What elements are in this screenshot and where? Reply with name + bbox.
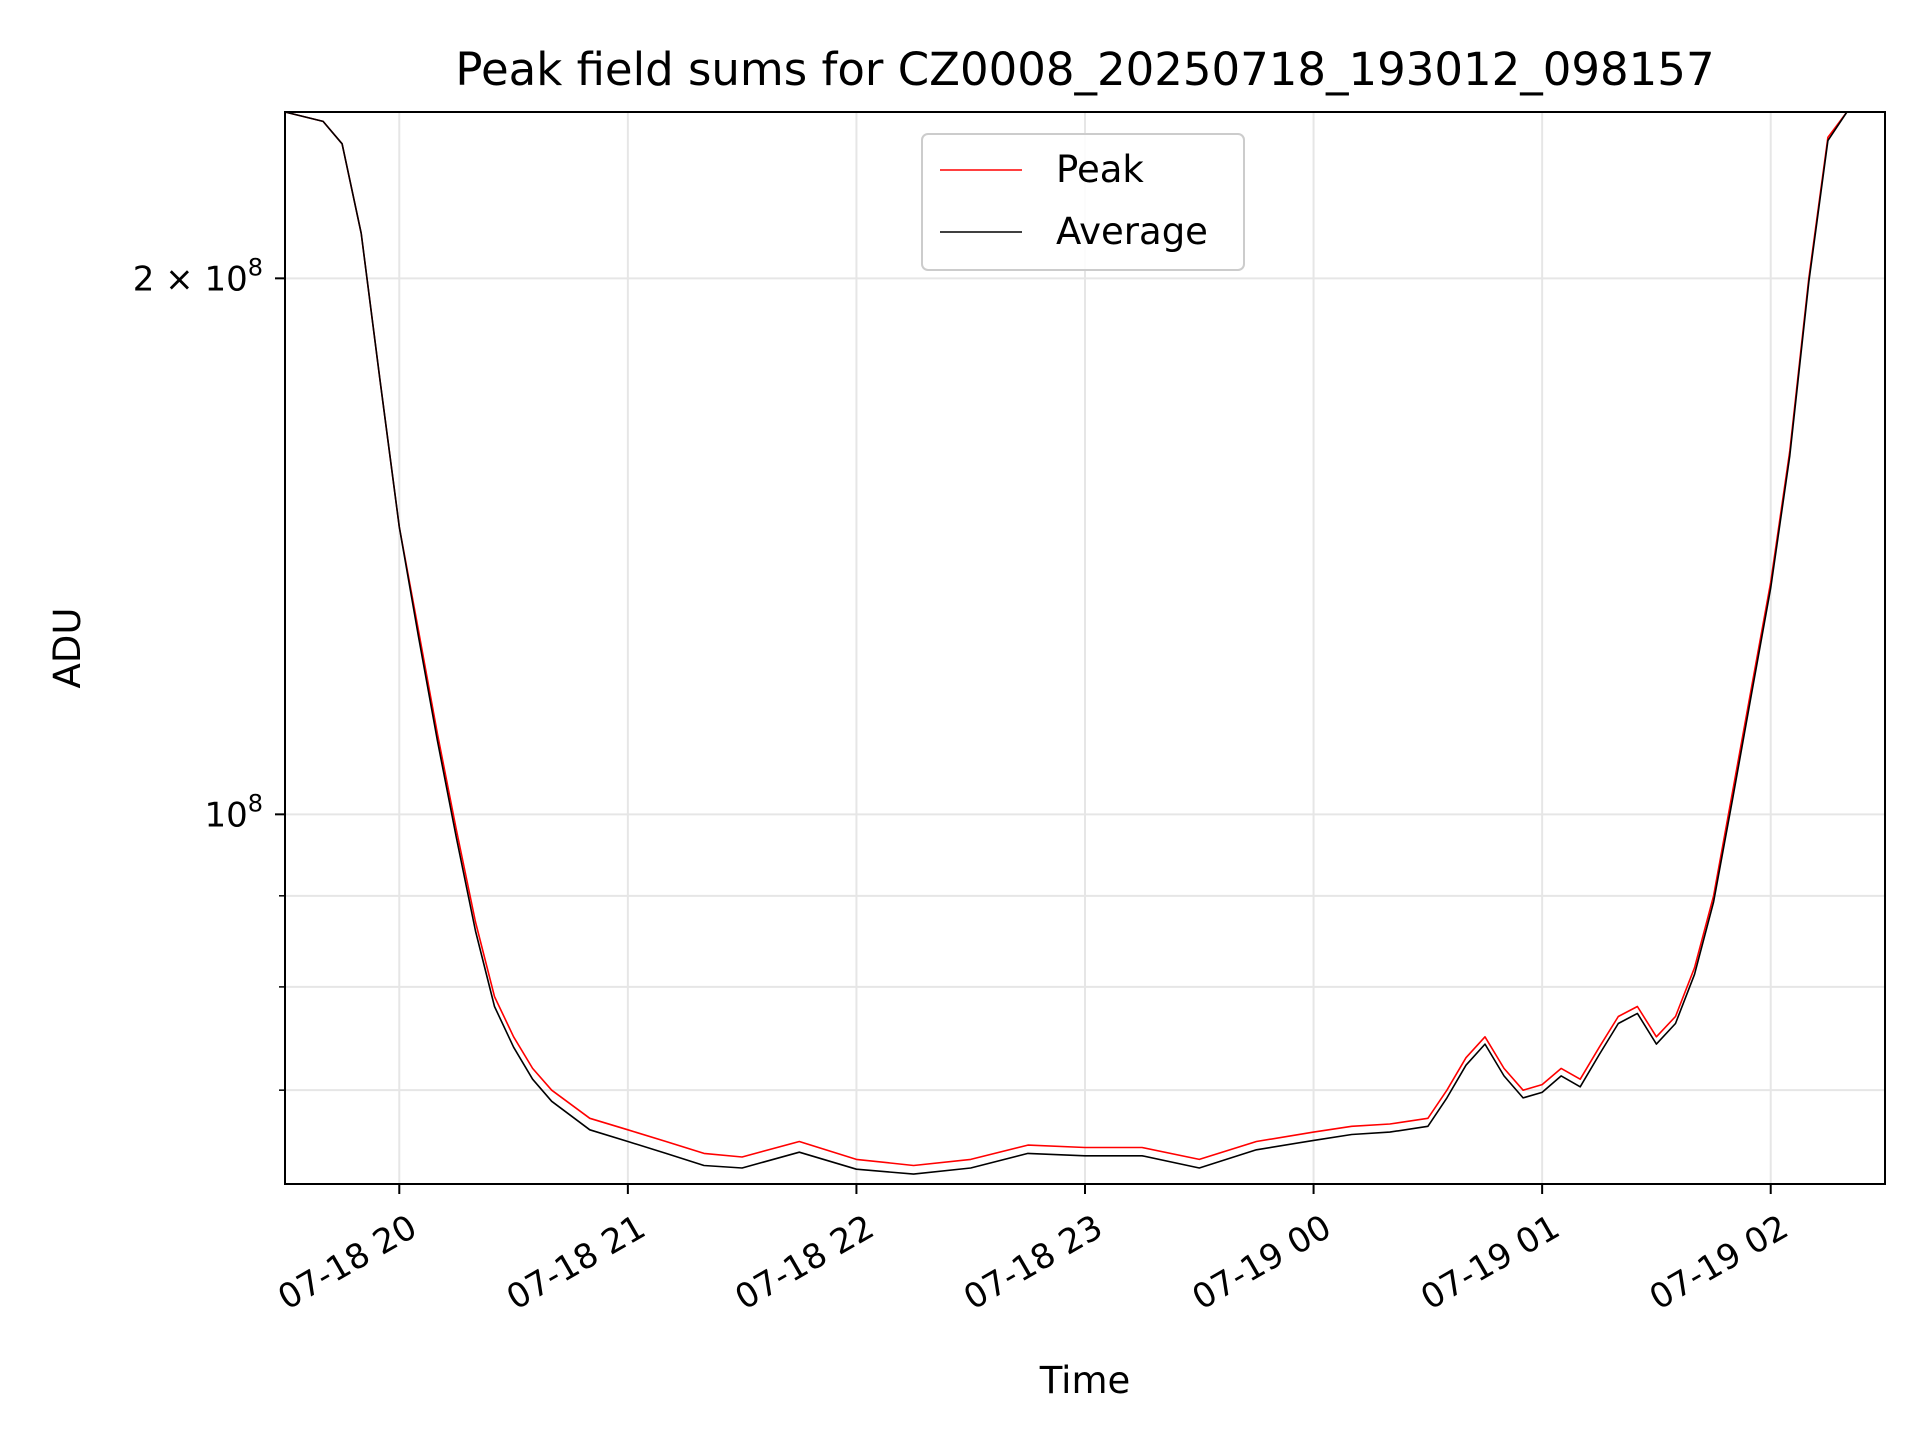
y-tick-label-base: 2 × 10 [133,259,248,299]
x-axis-ticks: 07-18 20 07-18 21 07-18 22 07-18 23 07-19 00… [271,1184,1795,1318]
y-tick-label-exponent: 8 [248,789,263,817]
legend-box [921,133,1245,271]
series-line-average [284,111,1885,1175]
series-line-peak [284,111,1885,1167]
x-tick-label: 07-19 01 [1414,1207,1566,1318]
chart-title: Peak field sums for CZ0008_20250718_1930… [455,43,1714,96]
legend: Peak Average [921,133,1245,271]
x-tick-label: 07-18 22 [729,1207,881,1318]
y-tick-label: 108 [204,789,263,835]
y-tick-label-base: 10 [204,795,247,835]
x-tick-label: 07-18 21 [500,1207,652,1318]
legend-label-average: Average [1056,210,1208,253]
legend-label-peak: Peak [1056,148,1144,191]
y-tick-label-exponent: 8 [248,253,263,281]
grid [285,112,1885,1184]
x-tick-label: 07-18 20 [271,1207,423,1318]
x-axis-label: Time [1039,1359,1131,1402]
x-tick-label: 07-18 23 [957,1207,1109,1318]
y-axis-label: ADU [46,608,89,689]
x-tick-label: 07-19 02 [1643,1207,1795,1318]
y-tick-label: 2 × 108 [133,253,263,299]
series-lines [284,111,1885,1175]
x-tick-label: 07-19 00 [1186,1207,1338,1318]
